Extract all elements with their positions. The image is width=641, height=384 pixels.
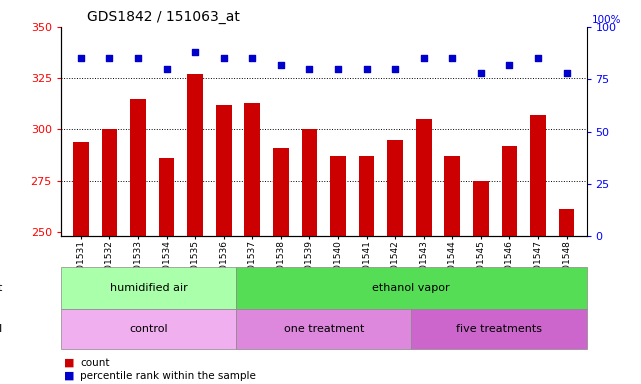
Text: count: count bbox=[80, 358, 110, 368]
Text: 100%: 100% bbox=[592, 15, 621, 25]
Bar bbox=[473, 181, 488, 236]
Text: control: control bbox=[129, 324, 168, 334]
Point bbox=[562, 70, 572, 76]
Bar bbox=[387, 140, 403, 236]
Point bbox=[333, 66, 343, 72]
Text: five treatments: five treatments bbox=[456, 324, 542, 334]
Bar bbox=[301, 129, 317, 236]
Point bbox=[419, 55, 429, 61]
Text: ■: ■ bbox=[64, 358, 74, 368]
Text: percentile rank within the sample: percentile rank within the sample bbox=[80, 371, 256, 381]
Bar bbox=[61, 267, 236, 309]
Text: one treatment: one treatment bbox=[283, 324, 364, 334]
Bar bbox=[530, 115, 545, 236]
Bar bbox=[236, 309, 412, 349]
Text: protocol: protocol bbox=[0, 324, 3, 334]
Bar bbox=[416, 119, 431, 236]
Bar bbox=[444, 156, 460, 236]
Text: humidified air: humidified air bbox=[110, 283, 187, 293]
Point bbox=[104, 55, 115, 61]
Bar bbox=[102, 129, 117, 236]
Bar bbox=[159, 158, 174, 236]
Text: agent: agent bbox=[0, 283, 3, 293]
Bar bbox=[187, 74, 203, 236]
Point bbox=[447, 55, 458, 61]
Bar bbox=[61, 309, 236, 349]
Point bbox=[476, 70, 486, 76]
Bar bbox=[330, 156, 346, 236]
Bar bbox=[501, 146, 517, 236]
Bar bbox=[273, 148, 288, 236]
Point bbox=[276, 61, 286, 68]
Point bbox=[162, 66, 172, 72]
Text: ethanol vapor: ethanol vapor bbox=[372, 283, 450, 293]
Bar bbox=[130, 99, 146, 236]
Bar bbox=[359, 156, 374, 236]
Text: ■: ■ bbox=[64, 371, 74, 381]
Text: GDS1842 / 151063_at: GDS1842 / 151063_at bbox=[87, 10, 240, 25]
Bar bbox=[412, 309, 587, 349]
Bar bbox=[216, 105, 231, 236]
Point bbox=[533, 55, 543, 61]
Point bbox=[219, 55, 229, 61]
Point bbox=[190, 49, 200, 55]
Point bbox=[133, 55, 143, 61]
Bar bbox=[559, 210, 574, 236]
Bar bbox=[236, 267, 587, 309]
Point bbox=[247, 55, 258, 61]
Point bbox=[504, 61, 515, 68]
Bar bbox=[73, 142, 88, 236]
Bar bbox=[244, 103, 260, 236]
Point bbox=[76, 55, 86, 61]
Point bbox=[390, 66, 400, 72]
Point bbox=[362, 66, 372, 72]
Point bbox=[304, 66, 315, 72]
